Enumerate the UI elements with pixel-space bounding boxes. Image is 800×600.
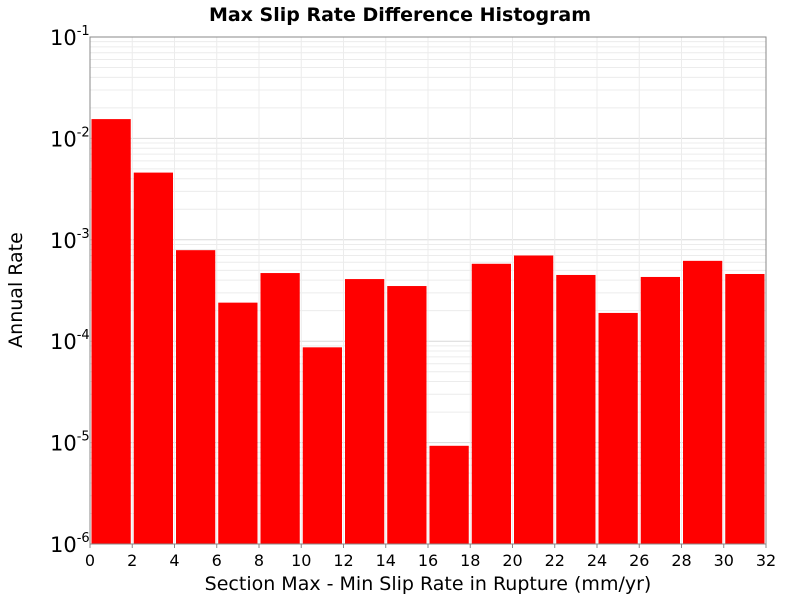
y-tick-label: 10-5 xyxy=(50,430,90,456)
x-axis-ticks: 0 2 4 6 8 10 12 14 16 18 20 22 24 26 28 30 32 xyxy=(85,544,776,570)
chart-title: Max Slip Rate Difference Histogram xyxy=(209,4,591,26)
bars-group xyxy=(91,119,765,545)
x-tick-label: 12 xyxy=(333,551,353,570)
histogram-bar xyxy=(91,119,131,544)
y-tick-label: 10-3 xyxy=(50,227,90,253)
x-tick-label: 18 xyxy=(460,551,480,570)
x-tick-label: 2 xyxy=(127,551,137,570)
x-tick-label: 16 xyxy=(418,551,438,570)
x-tick-label: 22 xyxy=(545,551,565,570)
x-tick-label: 8 xyxy=(254,551,264,570)
histogram-bar xyxy=(556,274,596,544)
y-tick-label: 10-4 xyxy=(50,328,90,354)
x-tick-label: 20 xyxy=(502,551,522,570)
histogram-bar xyxy=(133,172,173,544)
x-tick-label: 4 xyxy=(169,551,179,570)
histogram-bar xyxy=(218,302,258,544)
histogram-bar xyxy=(514,255,554,544)
x-tick-label: 30 xyxy=(714,551,734,570)
histogram-bar xyxy=(387,286,427,544)
histogram-bar xyxy=(260,273,300,544)
histogram-bar xyxy=(598,312,638,544)
y-tick-label: 10-6 xyxy=(50,531,90,557)
histogram-bar xyxy=(345,279,385,544)
x-tick-label: 28 xyxy=(671,551,691,570)
histogram-bar xyxy=(429,445,469,544)
histogram-bar xyxy=(302,347,342,544)
histogram-bar xyxy=(683,260,723,544)
y-tick-label: 10-2 xyxy=(50,125,90,151)
x-tick-label: 32 xyxy=(756,551,776,570)
x-tick-label: 26 xyxy=(629,551,649,570)
x-tick-label: 6 xyxy=(212,551,222,570)
y-axis-ticks: 10-6 10-5 10-4 10-3 10-2 10-1 xyxy=(50,24,90,557)
histogram-bar xyxy=(176,250,216,545)
x-tick-label: 24 xyxy=(587,551,607,570)
y-tick-label: 10-1 xyxy=(50,24,90,50)
histogram-bar xyxy=(640,276,680,544)
histogram-bar xyxy=(725,273,765,544)
x-tick-label: 0 xyxy=(85,551,95,570)
x-tick-label: 14 xyxy=(376,551,396,570)
y-axis-label: Annual Rate xyxy=(5,232,27,348)
histogram-bar xyxy=(471,263,511,544)
x-tick-label: 10 xyxy=(291,551,311,570)
x-axis-label: Section Max - Min Slip Rate in Rupture (… xyxy=(205,573,652,595)
